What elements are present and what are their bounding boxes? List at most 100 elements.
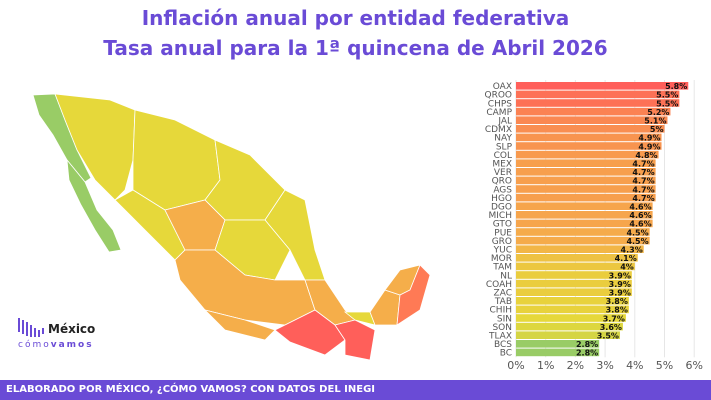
bar-qroo (516, 90, 680, 99)
data-label: 5.8% (665, 82, 687, 91)
bar-son (516, 322, 623, 331)
bar-hgo (516, 193, 656, 202)
data-label: 4.6% (629, 203, 651, 212)
bar-pue (516, 228, 650, 236)
state-son (54, 93, 136, 201)
category-label: MICH (489, 211, 512, 221)
category-label: DGO (491, 203, 512, 213)
data-label: 3.5% (597, 332, 619, 341)
data-label: 3.9% (609, 280, 631, 289)
x-tick-label: 2% (567, 359, 584, 372)
x-tick-label: 6% (685, 359, 702, 372)
category-label: NL (500, 271, 512, 281)
category-label: GRO (492, 237, 512, 247)
data-label: 3.6% (600, 323, 622, 332)
data-label: 4.7% (632, 185, 654, 194)
state-bcs (66, 158, 122, 253)
data-label: 2.8% (576, 340, 598, 349)
category-label: TLAX (488, 332, 512, 342)
logo-tagline: cómovamos (18, 340, 94, 350)
category-label: HGO (491, 194, 512, 204)
bar-mich (516, 211, 653, 219)
data-label: 5.5% (656, 91, 678, 100)
data-label: 4% (620, 263, 634, 272)
x-tick-label: 3% (596, 359, 613, 372)
bar-qro (516, 176, 656, 185)
bar-zac (516, 288, 632, 296)
category-label: AGS (493, 185, 512, 195)
data-label: 3.7% (603, 314, 625, 323)
bar-tam (516, 262, 635, 271)
bar-nay (516, 133, 662, 142)
data-label: 4.6% (629, 211, 651, 220)
category-label: GTO (493, 220, 512, 230)
data-label: 4.3% (621, 246, 643, 255)
data-label: 4.7% (632, 177, 654, 186)
bar-cdmx (516, 125, 665, 133)
category-label: VER (494, 168, 512, 178)
data-label: 4.5% (626, 228, 648, 237)
bar-bcs (516, 340, 600, 348)
data-label: 4.9% (638, 142, 660, 151)
mexico-choropleth-map (32, 93, 431, 361)
state-camp (369, 289, 401, 326)
category-label: JAL (497, 117, 512, 127)
data-label: 3.9% (609, 271, 631, 280)
data-label: 4.9% (638, 134, 660, 143)
category-label: CAMP (486, 108, 512, 118)
x-tick-label: 0% (507, 359, 524, 372)
category-label: MEX (492, 160, 512, 170)
bar-yuc (516, 245, 644, 253)
category-label: ZAC (494, 289, 512, 299)
category-label: COL (494, 151, 512, 161)
bar-chart: 0% 1% 2% 3% 4% 5% 6% OAX 5.8% QROO 5.5% CHPS 5.5% CAM… (484, 80, 703, 372)
category-label: SIN (497, 314, 512, 324)
category-label: SLP (496, 142, 513, 152)
data-label: 3.9% (609, 289, 631, 298)
data-label: 4.8% (635, 151, 657, 160)
category-label: QROO (484, 91, 512, 101)
logo-bars-icon (18, 318, 44, 337)
category-label: CHPS (488, 99, 512, 109)
category-label: OAX (493, 82, 512, 92)
x-tick-label: 5% (656, 359, 673, 372)
bar-mex (516, 159, 656, 167)
state-chih (132, 109, 221, 211)
bar-coah (516, 279, 632, 288)
category-label: COAH (486, 280, 512, 290)
category-label: TAM (492, 263, 512, 273)
bar-tab (516, 297, 629, 305)
category-label: NAY (494, 134, 512, 144)
data-label: 5% (650, 125, 664, 134)
bar-chps (516, 99, 680, 107)
data-label: 5.2% (647, 108, 669, 117)
data-label: 4.5% (626, 237, 648, 246)
category-label: QRO (492, 177, 512, 187)
category-label: TAB (494, 297, 512, 307)
x-tick-label: 4% (626, 359, 643, 372)
bar-dgo (516, 202, 653, 210)
bar-gro (516, 236, 650, 245)
bar-oax (516, 82, 689, 90)
data-label: 4.1% (615, 254, 637, 263)
data-label: 5.5% (656, 99, 678, 108)
category-label: PUE (494, 228, 512, 238)
data-label: 4.7% (632, 160, 654, 169)
data-label: 2.8% (576, 349, 598, 358)
state-qroo (396, 264, 431, 326)
category-label: BCS (494, 340, 512, 350)
bar-ags (516, 185, 656, 193)
state-gro (203, 309, 276, 341)
category-label: SON (492, 323, 512, 333)
bar-sin (516, 314, 626, 322)
bar-col (516, 150, 659, 159)
chart-subtitle: Tasa anual para la 1ª quincena de Abril … (103, 36, 608, 60)
category-label: YUC (493, 246, 512, 256)
data-label: 3.8% (606, 297, 628, 306)
bar-nl (516, 271, 632, 279)
bar-chih (516, 305, 629, 314)
footer-credit: ELABORADO POR MÉXICO, ¿CÓMO VAMOS? CON D… (0, 380, 711, 400)
mexico-como-vamos-logo: México cómovamos (18, 318, 95, 350)
data-label: 4.7% (632, 194, 654, 203)
bar-camp (516, 107, 671, 116)
